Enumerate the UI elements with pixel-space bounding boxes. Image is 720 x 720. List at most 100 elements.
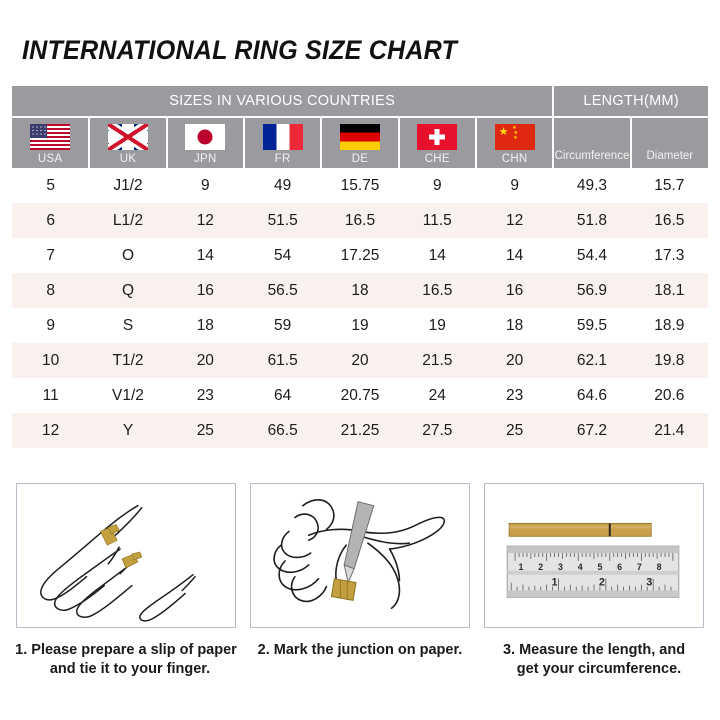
cell-che: 16.5 (422, 281, 453, 299)
svg-text:1: 1 (519, 562, 524, 572)
cell-usa: 10 (42, 351, 60, 369)
measurement-steps: 1. Please prepare a slip of paper and ti… (15, 483, 704, 679)
cell-fr: 61.5 (267, 351, 298, 369)
ring-size-table: SIZES IN VARIOUS COUNTRIES LENGTH(MM) US… (12, 86, 708, 448)
cell-chn: 18 (506, 316, 524, 334)
cell-uk: Q (121, 281, 135, 299)
svg-text:2: 2 (599, 577, 605, 589)
column-header-usa: USA (12, 117, 91, 168)
step-2-figure (250, 483, 470, 628)
svg-text:2: 2 (538, 562, 543, 572)
cell-jpn: 23 (196, 386, 214, 404)
cell-uk: S (122, 316, 134, 334)
cell-de: 20.75 (340, 386, 380, 404)
column-header-jpn: JPN (166, 117, 245, 168)
cell-de: 17.25 (340, 246, 380, 264)
paper-strip (508, 522, 652, 537)
cell-diameter: 16.5 (654, 211, 685, 229)
cell-circumference: 62.1 (576, 351, 608, 369)
step-2: 2. Mark the junction on paper. (250, 483, 470, 679)
cell-che: 11.5 (422, 211, 452, 229)
table-row: 10 T1/2 20 61.5 20 21.5 20 62.1 19.8 (12, 343, 708, 378)
step-1-figure (16, 483, 236, 628)
cell-circumference: 64.6 (576, 386, 608, 404)
country-code-uk: UK (119, 153, 137, 165)
cell-uk: O (121, 246, 135, 264)
cell-circumference: 67.2 (576, 421, 608, 439)
svg-text:1: 1 (552, 577, 558, 589)
cell-uk: T1/2 (112, 351, 144, 369)
cell-uk: Y (122, 421, 134, 439)
table-flag-header-row: USA UK JPN FR DE (12, 117, 708, 168)
country-code-de: DE (351, 153, 369, 165)
cell-uk: L1/2 (112, 211, 144, 229)
table-row: 9 S 18 59 19 19 18 59.5 18.9 (12, 308, 708, 343)
cell-fr: 59 (274, 316, 292, 334)
cell-chn: 25 (506, 421, 524, 439)
svg-text:7: 7 (637, 562, 642, 572)
svg-text:3: 3 (646, 577, 652, 589)
cell-usa: 7 (46, 246, 55, 264)
cell-jpn: 25 (196, 421, 214, 439)
cell-circumference: 54.4 (576, 246, 608, 264)
svg-text:5: 5 (597, 562, 602, 572)
cell-circumference: 56.9 (576, 281, 608, 299)
country-code-usa: USA (37, 153, 63, 165)
cell-fr: 64 (274, 386, 292, 404)
cell-fr: 51.5 (267, 211, 298, 229)
cell-diameter: 18.1 (654, 281, 685, 299)
cell-de: 15.75 (340, 176, 380, 194)
cell-jpn: 12 (196, 211, 214, 229)
step-1: 1. Please prepare a slip of paper and ti… (15, 483, 237, 679)
group-header-length: LENGTH(MM) (553, 86, 708, 118)
hand-with-paper-strip-illustration (40, 504, 196, 622)
table-row: 6 L1/2 12 51.5 16.5 11.5 12 51.8 16.5 (12, 203, 708, 238)
cell-usa: 11 (42, 386, 59, 404)
cell-usa: 12 (42, 421, 60, 439)
cell-chn: 12 (506, 211, 524, 229)
column-header-che: CHE (398, 117, 477, 168)
svg-text:8: 8 (657, 562, 662, 572)
group-header-countries: SIZES IN VARIOUS COUNTRIES (12, 86, 555, 118)
column-header-circumference: Circumference (553, 117, 632, 168)
step-2-caption: 2. Mark the junction on paper. (245, 641, 475, 660)
column-header-chn: ★ ★ ★ ★ CHN (475, 117, 555, 168)
cell-che: 21.5 (422, 351, 453, 369)
step-3-caption-line1: 3. Measure the length, and (502, 642, 686, 658)
cell-uk: V1/2 (112, 386, 144, 404)
country-code-fr: FR (274, 153, 291, 165)
cell-chn: 9 (510, 176, 519, 194)
cell-diameter: 20.6 (654, 386, 685, 404)
cell-de: 18 (351, 281, 369, 299)
cell-de: 21.25 (340, 421, 380, 439)
cell-che: 9 (432, 176, 442, 194)
cell-chn: 14 (506, 246, 524, 264)
cell-fr: 54 (274, 246, 292, 264)
table-row: 11 V1/2 23 64 20.75 24 23 64.6 20.6 (12, 378, 708, 413)
cell-che: 27.5 (422, 421, 453, 439)
cell-chn: 16 (506, 281, 524, 299)
step-1-caption: 1. Please prepare a slip of paper and ti… (11, 641, 241, 679)
table-row: 8 Q 16 56.5 18 16.5 16 56.9 18.1 (12, 273, 708, 308)
country-code-chn: CHN (501, 153, 528, 165)
cell-che: 24 (428, 386, 446, 404)
table-row: 7 O 14 54 17.25 14 14 54.4 17.3 (12, 238, 708, 273)
country-code-jpn: JPN (194, 153, 217, 165)
svg-text:3: 3 (558, 562, 563, 572)
cell-fr: 66.5 (267, 421, 298, 439)
page-title: INTERNATIONAL RING SIZE CHART (22, 35, 458, 65)
flag-france-icon (262, 124, 303, 150)
svg-text:4: 4 (578, 562, 583, 572)
table-group-header-row: SIZES IN VARIOUS COUNTRIES LENGTH(MM) (12, 86, 708, 118)
cell-fr: 49 (274, 176, 292, 194)
cell-circumference: 59.5 (576, 316, 608, 334)
cell-diameter: 21.4 (654, 421, 685, 439)
cell-fr: 56.5 (267, 281, 298, 299)
cell-chn: 20 (506, 351, 524, 369)
cell-jpn: 18 (196, 316, 214, 334)
column-header-uk: UK (89, 117, 168, 168)
step-2-caption-line1: 2. Mark the junction on paper. (257, 642, 463, 658)
